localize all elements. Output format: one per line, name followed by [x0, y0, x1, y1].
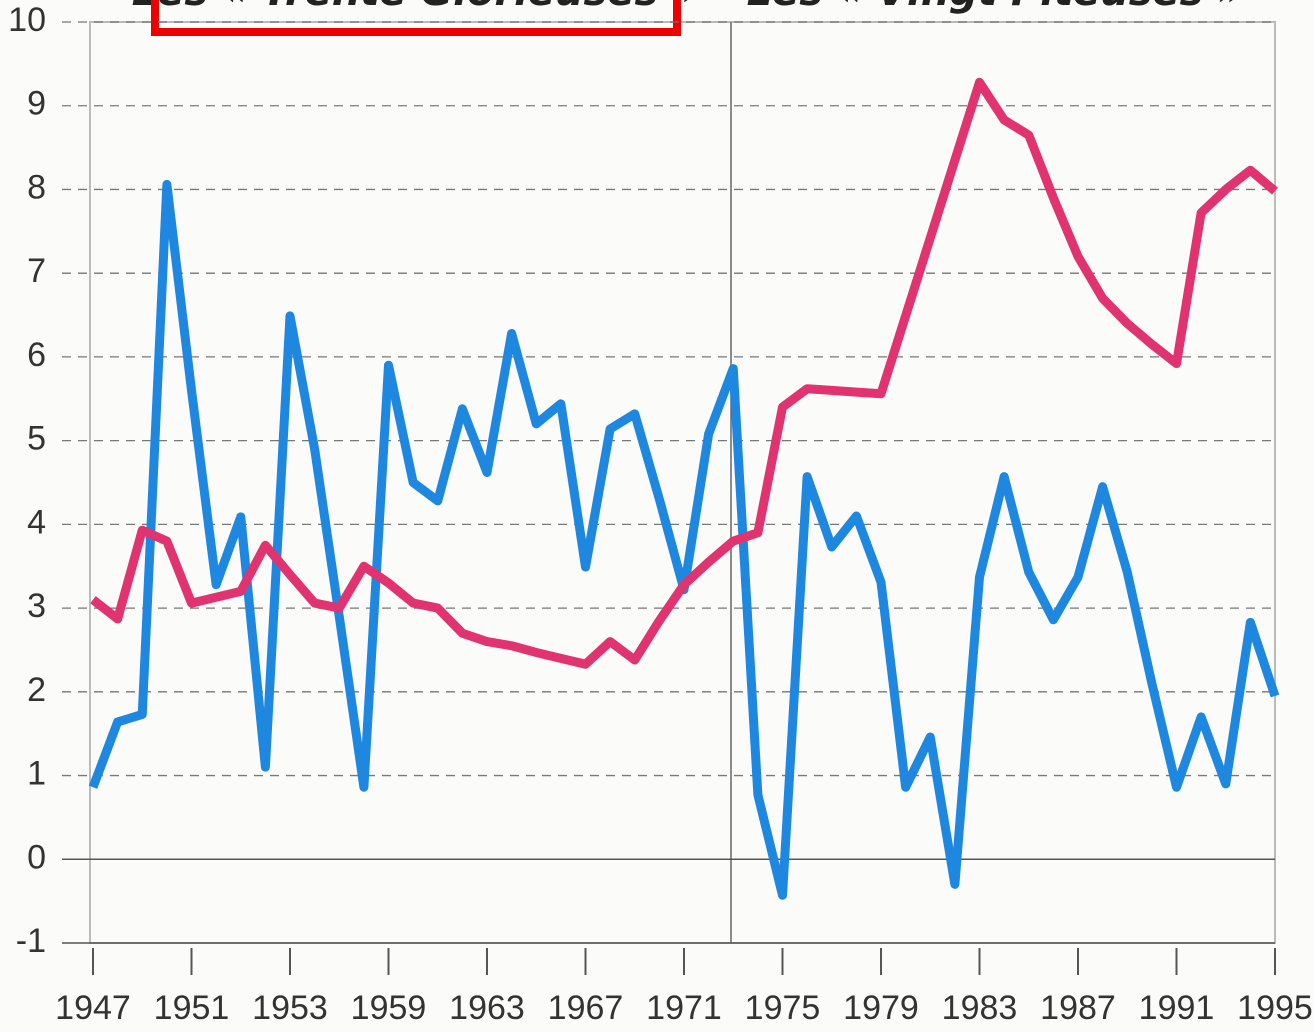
y-tick-label: 10 — [8, 1, 46, 39]
x-tick-label: 1979 — [843, 989, 919, 1027]
x-tick-label: 1971 — [646, 989, 722, 1027]
y-tick-label: 0 — [27, 838, 46, 876]
period-title: Les « Vingt Piteuses » — [747, 0, 1244, 15]
x-tick-label: 1947 — [55, 989, 131, 1027]
y-tick-label: 1 — [27, 755, 46, 793]
y-tick-label: 9 — [27, 85, 46, 123]
x-tick-label: 1991 — [1139, 989, 1215, 1027]
y-tick-label: 4 — [27, 503, 46, 541]
y-tick-label: 3 — [27, 587, 46, 625]
series-line — [90, 77, 1278, 669]
highlight-box — [151, 0, 681, 36]
x-tick-label: 1951 — [154, 989, 230, 1027]
x-tick-label: 1967 — [548, 989, 624, 1027]
y-tick-label: 2 — [27, 671, 46, 709]
y-tick-label: 5 — [27, 420, 46, 458]
period-title: Les « Trente Glorieuses » — [132, 0, 698, 15]
y-tick-label: -1 — [16, 922, 46, 960]
x-tick-label: 1953 — [252, 989, 328, 1027]
plot-frame — [89, 21, 1276, 944]
y-tick-label: 8 — [27, 168, 46, 206]
x-tick-label: 1995 — [1237, 989, 1313, 1027]
x-tick-label: 1983 — [942, 989, 1018, 1027]
x-tick-label: 1959 — [351, 989, 427, 1027]
x-tick-label: 1987 — [1040, 989, 1116, 1027]
y-tick-label: 7 — [27, 252, 46, 290]
y-tick-label: 6 — [27, 336, 46, 374]
x-tick-label: 1975 — [745, 989, 821, 1027]
x-tick-label: 1963 — [449, 989, 525, 1027]
